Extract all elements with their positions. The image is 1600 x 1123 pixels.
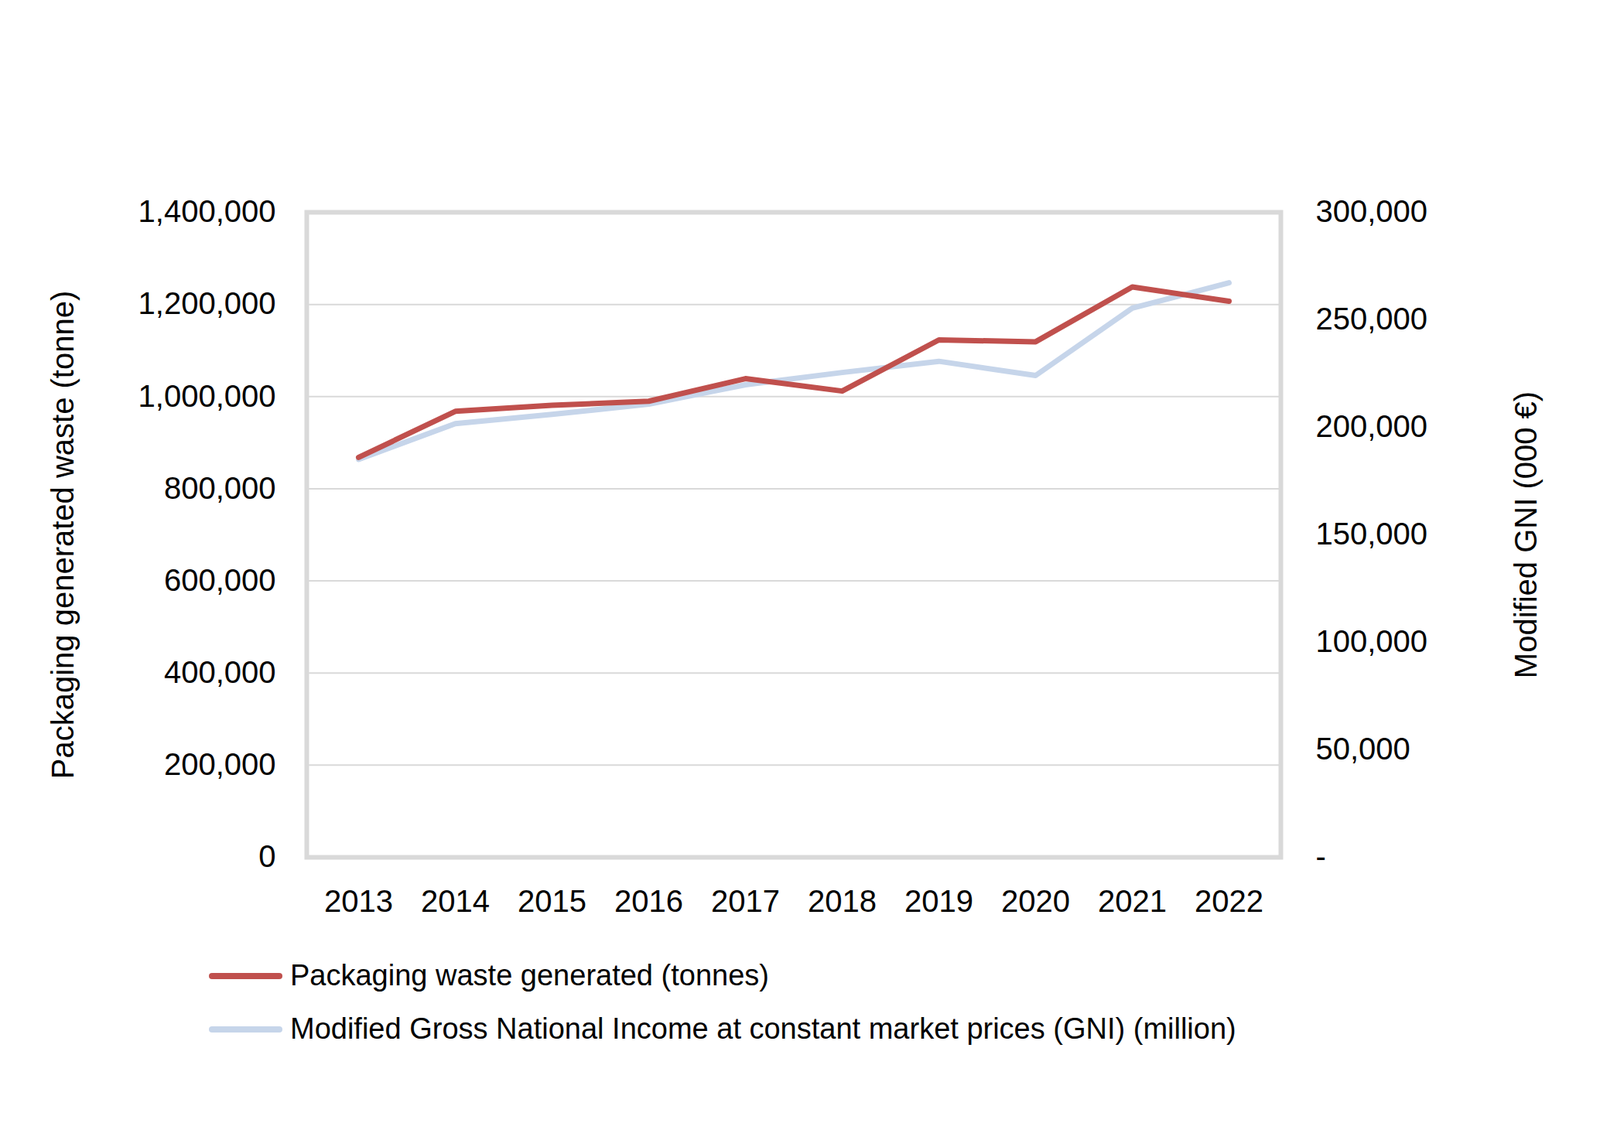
svg-text:2018: 2018: [807, 884, 877, 919]
svg-text:2013: 2013: [324, 884, 394, 919]
svg-text:800,000: 800,000: [164, 471, 277, 506]
svg-text:50,000: 50,000: [1316, 731, 1411, 766]
svg-text:Packaging generated waste (ton: Packaging generated waste (tonne): [45, 290, 80, 780]
svg-text:2021: 2021: [1097, 884, 1167, 919]
svg-text:1,200,000: 1,200,000: [138, 286, 277, 321]
svg-text:2017: 2017: [711, 884, 780, 919]
svg-text:100,000: 100,000: [1316, 624, 1429, 659]
svg-text:2015: 2015: [517, 884, 587, 919]
svg-text:2019: 2019: [904, 884, 974, 919]
svg-text:200,000: 200,000: [164, 747, 277, 782]
html-text:Packaging waste generated (ton: Packaging waste generated (tonnes): [290, 959, 770, 992]
svg-text:2016: 2016: [614, 884, 684, 919]
svg-text:2014: 2014: [420, 884, 490, 919]
svg-text:250,000: 250,000: [1316, 301, 1429, 336]
svg-text:400,000: 400,000: [164, 655, 277, 690]
svg-text:1,400,000: 1,400,000: [138, 194, 277, 229]
svg-text:2020: 2020: [1001, 884, 1071, 919]
svg-text:300,000: 300,000: [1316, 194, 1429, 229]
svg-text:1,000,000: 1,000,000: [138, 379, 277, 414]
html-text:Modified Gross National Income: Modified Gross National Income at consta…: [290, 1012, 1237, 1046]
svg-text:0: 0: [258, 839, 276, 874]
svg-text:2022: 2022: [1194, 884, 1264, 919]
svg-text:Modified GNI (000 €): Modified GNI (000 €): [1508, 391, 1543, 679]
svg-text:-: -: [1316, 839, 1327, 874]
svg-text:150,000: 150,000: [1316, 516, 1429, 551]
svg-text:600,000: 600,000: [164, 563, 277, 598]
svg-text:200,000: 200,000: [1316, 409, 1429, 444]
